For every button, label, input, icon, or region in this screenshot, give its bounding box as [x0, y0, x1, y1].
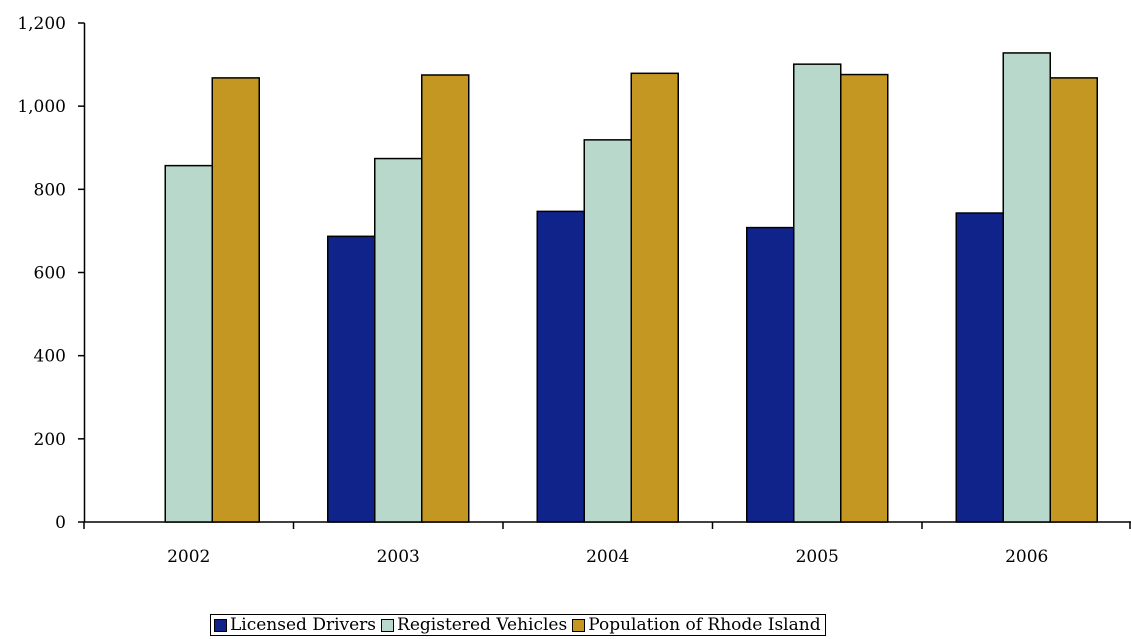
bar [583, 139, 632, 523]
y-tick-label: 600 [34, 264, 66, 284]
legend: Licensed Drivers Registered Vehicles Popul… [210, 614, 826, 636]
y-axis: 0 200 400 600 800 1,000 1,200 [17, 14, 86, 533]
x-tick-label: 2006 [1005, 547, 1048, 567]
y-tick-label: 1,000 [17, 97, 66, 117]
y-tick-label: 800 [34, 180, 66, 200]
bar [164, 164, 213, 523]
bar [630, 72, 679, 523]
bar [955, 212, 1004, 523]
x-tick-label: 2004 [586, 547, 629, 567]
y-tick-label: 0 [55, 513, 66, 533]
bar [421, 74, 470, 523]
legend-swatch [214, 618, 227, 632]
y-tick-label: 400 [34, 347, 66, 367]
bar [1002, 52, 1051, 523]
bar [1049, 77, 1098, 523]
x-tick-label: 2005 [796, 547, 839, 567]
legend-label: Registered Vehicles [397, 615, 568, 635]
y-tick-label: 1,200 [17, 14, 66, 34]
bar [374, 157, 423, 523]
bars [164, 52, 1098, 523]
bar [746, 226, 795, 523]
legend-item: Licensed Drivers [214, 615, 376, 635]
legend-label: Licensed Drivers [230, 615, 377, 635]
bar [327, 235, 376, 523]
bar [536, 210, 585, 523]
legend-swatch [572, 618, 586, 632]
legend-swatch [381, 618, 395, 632]
bar [211, 77, 260, 523]
bar [793, 63, 842, 523]
x-tick-label: 2003 [377, 547, 420, 567]
legend-item: Registered Vehicles [381, 615, 567, 635]
y-tick-label: 200 [34, 430, 66, 450]
legend-item: Population of Rhode Island [572, 615, 821, 635]
x-axis: 2002 2003 2004 2005 2006 [83, 521, 1131, 567]
legend-label: Population of Rhode Island [588, 615, 821, 635]
x-tick-label: 2002 [167, 547, 210, 567]
bar [840, 73, 889, 523]
